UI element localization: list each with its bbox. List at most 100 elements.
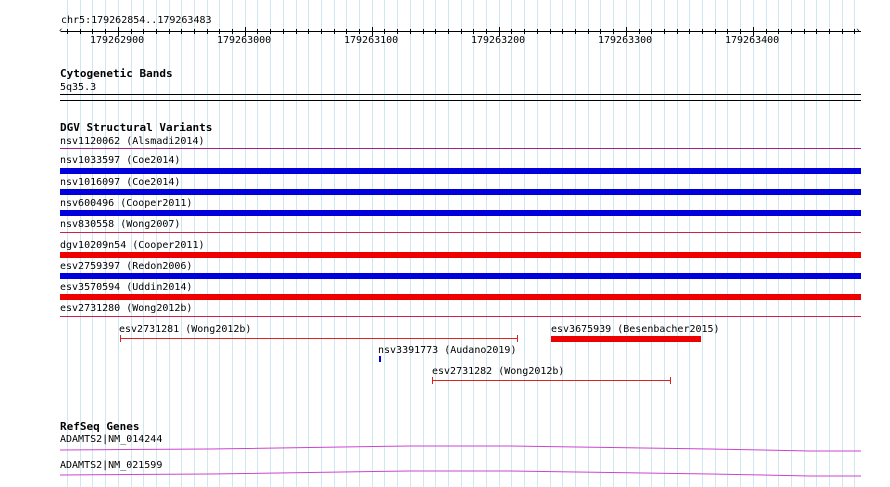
ruler-minor-tick	[207, 29, 208, 34]
ruler-minor-tick	[270, 29, 271, 34]
grid-line	[702, 0, 703, 487]
ruler-minor-tick	[118, 29, 119, 34]
variant-label[interactable]: esv2731281 (Wong2012b)	[119, 324, 252, 335]
cytoband-line-top	[60, 94, 861, 95]
variant-label[interactable]: esv3675939 (Besenbacher2015)	[551, 324, 720, 335]
ruler-minor-tick	[651, 29, 652, 34]
ruler-minor-tick	[524, 29, 525, 34]
grid-line	[245, 0, 246, 487]
grid-line	[194, 0, 195, 487]
grid-line	[524, 0, 525, 487]
ruler-minor-tick	[92, 29, 93, 34]
ruler-minor-tick	[105, 29, 106, 34]
variant-label[interactable]: nsv3391773 (Audano2019)	[378, 345, 517, 356]
grid-line	[131, 0, 132, 487]
ruler-minor-tick	[702, 29, 703, 34]
grid-line	[753, 0, 754, 487]
ruler-minor-tick	[791, 29, 792, 34]
ruler-minor-tick	[423, 29, 424, 34]
gene-label[interactable]: ADAMTS2|NM_021599	[60, 460, 163, 471]
ruler-minor-tick	[639, 29, 640, 34]
variant-bar[interactable]	[60, 273, 861, 279]
ruler-minor-tick	[715, 29, 716, 34]
grid-line	[257, 0, 258, 487]
ruler-tick-label: 179262900	[90, 35, 145, 46]
grid-line	[689, 0, 690, 487]
variant-label[interactable]: esv2759397 (Redon2006)	[60, 261, 193, 272]
variant-label[interactable]: nsv1033597 (Coe2014)	[60, 155, 181, 166]
variant-bar[interactable]	[551, 336, 701, 342]
ruler-minor-tick	[689, 29, 690, 34]
grid-line	[346, 0, 347, 487]
ruler-minor-tick	[143, 29, 144, 34]
grid-line	[448, 0, 449, 487]
ruler-tick-label: 179263000	[217, 35, 272, 46]
variant-label[interactable]: nsv1120062 (Alsmadi2014)	[60, 136, 205, 147]
ruler-minor-tick	[283, 29, 284, 34]
grid-line	[384, 0, 385, 487]
grid-line	[169, 0, 170, 487]
variant-line[interactable]	[60, 316, 861, 317]
grid-line	[232, 0, 233, 487]
variant-bar[interactable]	[60, 210, 861, 216]
grid-line	[854, 0, 855, 487]
ruler-minor-tick	[448, 29, 449, 34]
variant-label[interactable]: esv2731280 (Wong2012b)	[60, 303, 193, 314]
grid-line	[626, 0, 627, 487]
ruler-minor-tick	[156, 29, 157, 34]
ruler-minor-tick	[397, 29, 398, 34]
grid-line	[842, 0, 843, 487]
variant-label[interactable]: nsv1016097 (Coe2014)	[60, 177, 181, 188]
variant-bar[interactable]	[60, 168, 861, 174]
grid-line	[143, 0, 144, 487]
ruler-tick-label: 179263400	[725, 35, 780, 46]
variant-line[interactable]	[120, 338, 518, 339]
variant-line[interactable]	[432, 380, 671, 381]
grid-line	[778, 0, 779, 487]
variant-end-cap	[670, 377, 671, 384]
grid-line	[766, 0, 767, 487]
cytobands-track-title: Cytogenetic Bands	[60, 67, 173, 80]
cytoband-label: 5q35.3	[60, 82, 97, 93]
variant-bar[interactable]	[60, 189, 861, 195]
variant-label[interactable]: esv3570594 (Uddin2014)	[60, 282, 193, 293]
grid-line	[677, 0, 678, 487]
variant-bar[interactable]	[379, 356, 381, 362]
grid-line	[321, 0, 322, 487]
variant-bar[interactable]	[60, 294, 861, 300]
grid-line	[613, 0, 614, 487]
variant-bar[interactable]	[60, 252, 861, 258]
ruler-minor-tick	[410, 29, 411, 34]
ruler-tick-label: 179263300	[598, 35, 653, 46]
location-label: chr5:179262854..179263483	[61, 15, 212, 26]
grid-line	[562, 0, 563, 487]
ruler-minor-tick	[804, 29, 805, 34]
variant-label[interactable]: nsv830558 (Wong2007)	[60, 219, 181, 230]
ruler-minor-tick	[486, 29, 487, 34]
cytoband-line-bottom	[60, 100, 861, 101]
ruler-minor-tick	[511, 29, 512, 34]
grid-line	[804, 0, 805, 487]
grid-line	[486, 0, 487, 487]
grid-line	[600, 0, 601, 487]
grid-line	[67, 0, 68, 487]
variant-line[interactable]	[60, 232, 861, 233]
gene-label[interactable]: ADAMTS2|NM_014244	[60, 434, 163, 445]
variant-label[interactable]: esv2731282 (Wong2012b)	[432, 366, 565, 377]
grid-line	[423, 0, 424, 487]
grid-line	[92, 0, 93, 487]
variant-label[interactable]: nsv600496 (Cooper2011)	[60, 198, 193, 209]
variant-label[interactable]: dgv10209n54 (Cooper2011)	[60, 240, 205, 251]
grid-line	[283, 0, 284, 487]
dgv-track-title: DGV Structural Variants	[60, 121, 213, 134]
ruler-minor-tick	[727, 29, 728, 34]
grid-line	[207, 0, 208, 487]
ruler-minor-tick	[359, 29, 360, 34]
ruler-minor-tick	[334, 29, 335, 34]
variant-line[interactable]	[60, 148, 861, 149]
ruler-minor-tick	[473, 29, 474, 34]
grid-line	[397, 0, 398, 487]
ruler-minor-tick	[194, 29, 195, 34]
grid-line	[219, 0, 220, 487]
grid-line	[511, 0, 512, 487]
